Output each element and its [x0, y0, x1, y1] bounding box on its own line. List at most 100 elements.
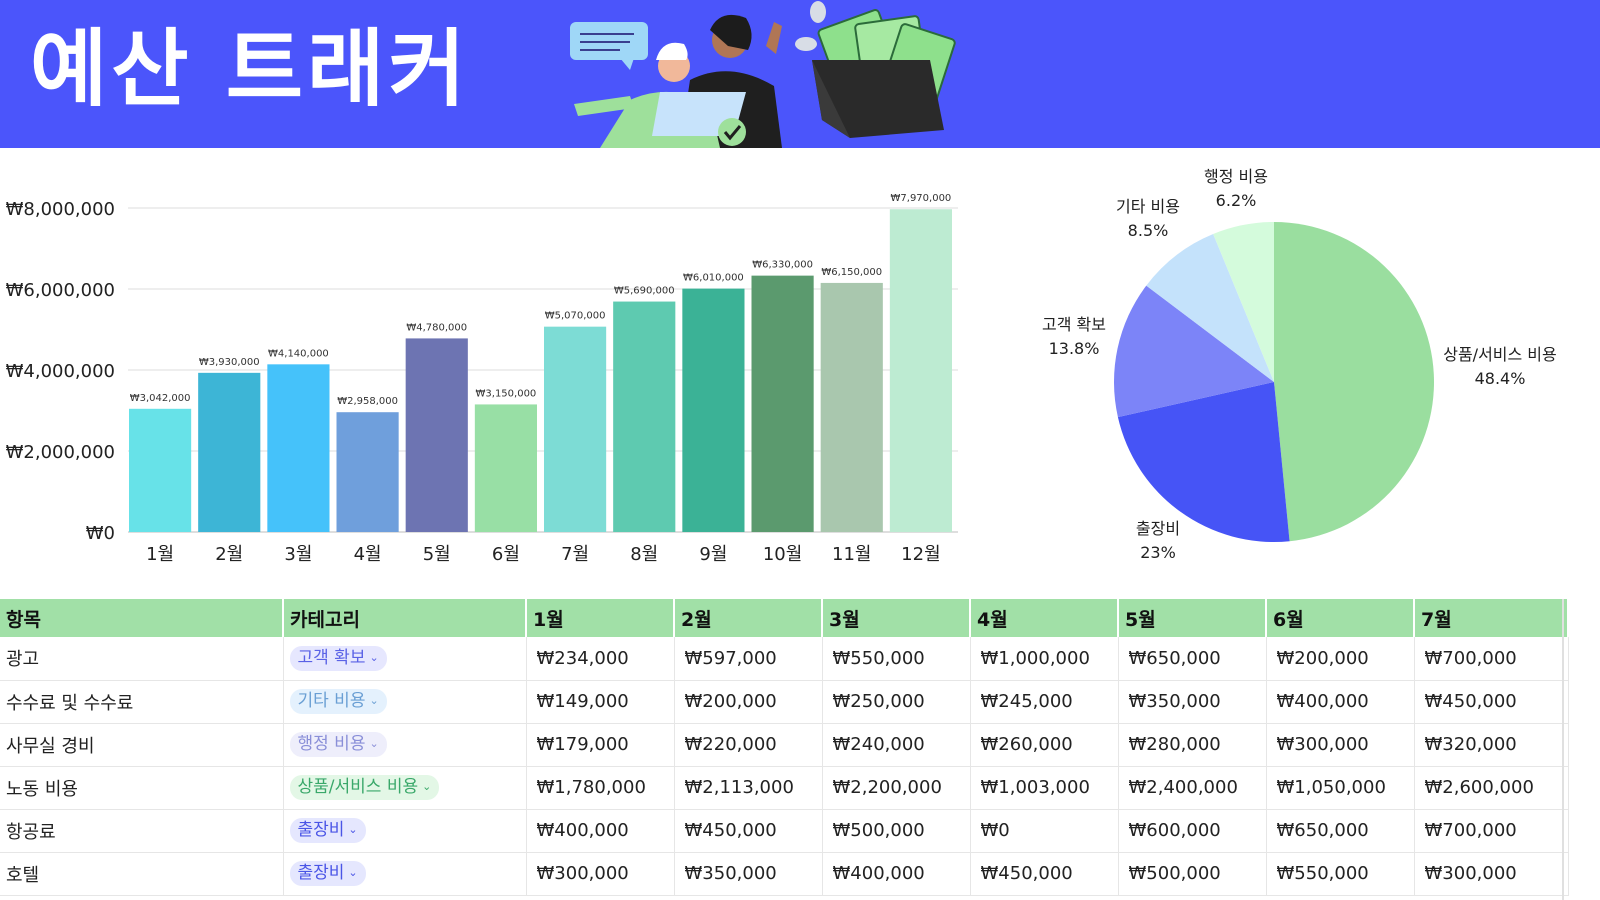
- table-cell-amount[interactable]: ₩300,000: [1414, 852, 1569, 896]
- bar[interactable]: [613, 301, 676, 532]
- category-dropdown-chip[interactable]: 출장비 ⌄: [289, 861, 366, 886]
- table-cell-amount[interactable]: ₩400,000: [526, 809, 675, 853]
- pie-slice[interactable]: [1146, 234, 1274, 382]
- category-dropdown-chip[interactable]: 기타 비용 ⌄: [289, 689, 387, 714]
- x-tick-label: 8월: [630, 544, 658, 565]
- column-header-jan[interactable]: 1월: [526, 599, 675, 637]
- table-cell-category: 출장비 ⌄: [283, 809, 527, 853]
- x-tick-label: 1월: [146, 544, 174, 565]
- column-header-jul[interactable]: 7월: [1414, 599, 1569, 637]
- table-cell-category: 고객 확보 ⌄: [283, 637, 527, 681]
- table-cell-amount[interactable]: ₩450,000: [970, 852, 1119, 896]
- bar[interactable]: [405, 338, 468, 532]
- table-cell-amount[interactable]: ₩300,000: [1266, 723, 1415, 767]
- table-cell-amount[interactable]: ₩350,000: [674, 852, 823, 896]
- column-header-feb[interactable]: 2월: [674, 599, 823, 637]
- table-cell-amount[interactable]: ₩1,780,000: [526, 766, 675, 810]
- table-cell-amount[interactable]: ₩2,113,000: [674, 766, 823, 810]
- table-row: 광고 고객 확보 ⌄ ₩234,000 ₩597,000 ₩550,000 ₩1,000,0…: [0, 637, 1569, 681]
- bar[interactable]: [544, 326, 607, 532]
- table-cell-amount[interactable]: ₩240,000: [822, 723, 971, 767]
- bar[interactable]: [682, 288, 745, 532]
- table-cell-amount[interactable]: ₩400,000: [822, 852, 971, 896]
- bar-value-label: ₩5,070,000: [545, 311, 606, 322]
- table-cell-item[interactable]: 항공료: [0, 809, 284, 853]
- table-cell-amount[interactable]: ₩597,000: [674, 637, 823, 681]
- table-cell-amount[interactable]: ₩450,000: [674, 809, 823, 853]
- category-chip-label: 상품/서비스 비용: [297, 777, 419, 797]
- table-cell-amount[interactable]: ₩250,000: [822, 680, 971, 724]
- table-cell-amount[interactable]: ₩2,200,000: [822, 766, 971, 810]
- category-chip-label: 고객 확보: [297, 647, 366, 668]
- chevron-down-icon: ⌄: [348, 823, 358, 836]
- category-dropdown-chip[interactable]: 상품/서비스 비용 ⌄: [289, 775, 440, 800]
- x-tick-label: 10월: [763, 544, 802, 565]
- table-cell-amount[interactable]: ₩500,000: [1118, 852, 1267, 896]
- bar[interactable]: [267, 364, 330, 532]
- table-cell-amount[interactable]: ₩300,000: [526, 852, 675, 896]
- table-cell-amount[interactable]: ₩200,000: [1266, 637, 1415, 681]
- bar-value-label: ₩6,330,000: [752, 260, 813, 271]
- pie-slice[interactable]: [1213, 222, 1274, 382]
- column-header-may[interactable]: 5월: [1118, 599, 1267, 637]
- table-cell-amount[interactable]: ₩350,000: [1118, 680, 1267, 724]
- table-cell-amount[interactable]: ₩245,000: [970, 680, 1119, 724]
- table-cell-item[interactable]: 사무실 경비: [0, 723, 284, 767]
- table-cell-item[interactable]: 수수료 및 수수료: [0, 680, 284, 724]
- y-tick-label: ₩8,000,000: [6, 199, 115, 220]
- table-cell-amount[interactable]: ₩1,000,000: [970, 637, 1119, 681]
- bar[interactable]: [751, 275, 814, 532]
- table-cell-amount[interactable]: ₩550,000: [1266, 852, 1415, 896]
- column-header-item[interactable]: 항목: [0, 599, 284, 637]
- table-cell-amount[interactable]: ₩500,000: [822, 809, 971, 853]
- coins-icon: [795, 1, 826, 51]
- table-cell-amount[interactable]: ₩650,000: [1266, 809, 1415, 853]
- bar[interactable]: [820, 282, 883, 532]
- table-cell-amount[interactable]: ₩600,000: [1118, 809, 1267, 853]
- column-header-apr[interactable]: 4월: [970, 599, 1119, 637]
- bar[interactable]: [336, 412, 399, 532]
- category-dropdown-chip[interactable]: 행정 비용 ⌄: [289, 732, 387, 757]
- table-cell-amount[interactable]: ₩200,000: [674, 680, 823, 724]
- table-cell-amount[interactable]: ₩179,000: [526, 723, 675, 767]
- column-header-jun[interactable]: 6월: [1266, 599, 1415, 637]
- table-cell-amount[interactable]: ₩450,000: [1414, 680, 1569, 724]
- table-cell-item[interactable]: 광고: [0, 637, 284, 681]
- bar[interactable]: [198, 372, 261, 532]
- table-row: 호텔 출장비 ⌄ ₩300,000 ₩350,000 ₩400,000 ₩450,000 ₩5…: [0, 852, 1569, 896]
- category-dropdown-chip[interactable]: 출장비 ⌄: [289, 818, 366, 843]
- table-cell-amount[interactable]: ₩260,000: [970, 723, 1119, 767]
- pie-slice-label: 상품/서비스 비용: [1443, 345, 1557, 364]
- pie-slice-label: 기타 비용: [1116, 197, 1180, 216]
- table-header-row: 항목 카테고리 1월 2월 3월 4월 5월 6월 7월: [0, 599, 1569, 637]
- table-cell-item[interactable]: 호텔: [0, 852, 284, 896]
- table-cell-amount[interactable]: ₩1,050,000: [1266, 766, 1415, 810]
- y-tick-label: ₩2,000,000: [6, 442, 115, 463]
- table-cell-amount[interactable]: ₩0: [970, 809, 1119, 853]
- table-cell-amount[interactable]: ₩1,003,000: [970, 766, 1119, 810]
- table-cell-item[interactable]: 노동 비용: [0, 766, 284, 810]
- bar[interactable]: [474, 404, 537, 532]
- table-cell-amount[interactable]: ₩220,000: [674, 723, 823, 767]
- table-cell-amount[interactable]: ₩700,000: [1414, 637, 1569, 681]
- pie-slice[interactable]: [1117, 382, 1290, 542]
- table-cell-amount[interactable]: ₩320,000: [1414, 723, 1569, 767]
- table-cell-amount[interactable]: ₩149,000: [526, 680, 675, 724]
- table-cell-amount[interactable]: ₩550,000: [822, 637, 971, 681]
- bar[interactable]: [889, 209, 952, 532]
- table-cell-amount[interactable]: ₩700,000: [1414, 809, 1569, 853]
- pie-slice[interactable]: [1274, 222, 1435, 542]
- table-cell-amount[interactable]: ₩650,000: [1118, 637, 1267, 681]
- table-cell-amount[interactable]: ₩2,600,000: [1414, 766, 1569, 810]
- table-cell-amount[interactable]: ₩280,000: [1118, 723, 1267, 767]
- category-chip-label: 행정 비용: [297, 734, 366, 754]
- bar[interactable]: [129, 408, 192, 532]
- category-dropdown-chip[interactable]: 고객 확보 ⌄: [289, 645, 387, 671]
- column-header-category[interactable]: 카테고리: [283, 599, 527, 637]
- pie-slice[interactable]: [1114, 285, 1274, 418]
- table-cell-amount[interactable]: ₩234,000: [526, 637, 675, 681]
- x-tick-label: 5월: [423, 544, 451, 565]
- column-header-mar[interactable]: 3월: [822, 599, 971, 637]
- table-cell-amount[interactable]: ₩2,400,000: [1118, 766, 1267, 810]
- table-cell-amount[interactable]: ₩400,000: [1266, 680, 1415, 724]
